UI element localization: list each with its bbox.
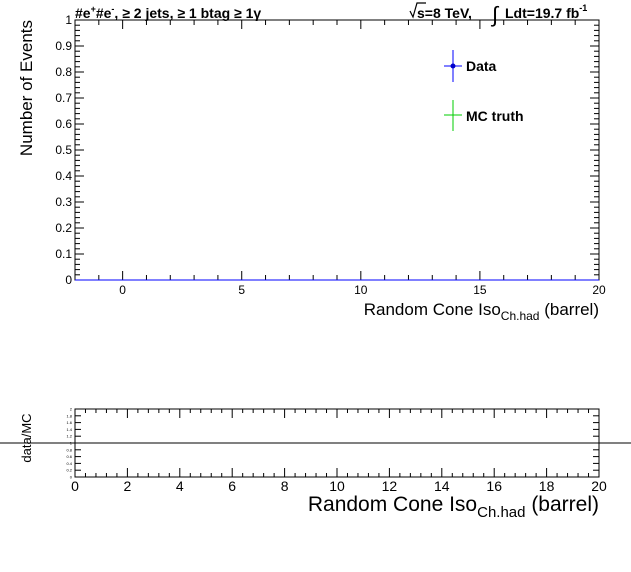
ratio-y-axis-label: data/MC: [19, 413, 34, 462]
ratio-x-tick-label: 16: [486, 478, 502, 494]
channel-label: #e+#e-, ≥ 2 jets, ≥ 1 btag ≥ 1γ: [75, 4, 261, 21]
main-y-tick-label: 0.8: [55, 65, 72, 79]
main-y-tick-label: 0.7: [55, 91, 72, 105]
legend-entry-data: Data: [444, 50, 497, 82]
ratio-x-tick-label: 14: [434, 478, 450, 494]
ratio-x-tick-label: 2: [124, 478, 132, 494]
ratio-y-tick-label: 0.6: [66, 454, 72, 459]
main-panel: 0 0.1 0.2 0.3 0.4 0.5 0.6 0.7 0.8 0.9 1 0 5 10 15 20 N…: [17, 13, 606, 323]
ratio-x-axis-label: Random Cone IsoCh.had (barrel): [308, 493, 599, 521]
ratio-x-tick-label: 4: [176, 478, 184, 494]
ratio-x-tick-label: 18: [539, 478, 555, 494]
ratio-x-axis: 0 2 4 6 8 10 12 14 16 18 20: [71, 409, 607, 494]
ratio-x-tick-label: 6: [228, 478, 236, 494]
ratio-y-tick-label: 2: [70, 407, 73, 412]
main-x-tick-label: 0: [119, 283, 126, 297]
main-y-tick-label: 0.2: [55, 221, 72, 235]
legend: Data MC truth: [444, 50, 524, 131]
main-y-tick-label: 0.9: [55, 39, 72, 53]
ratio-panel: 00.20.40.60.811.21.41.61.82 024681012141…: [0, 407, 631, 521]
ratio-y-tick-label: 0.2: [66, 468, 72, 473]
legend-entry-mc-truth: MC truth: [444, 100, 524, 131]
main-y-tick-label: 0.5: [55, 143, 72, 157]
ratio-y-tick-label: 0.4: [66, 461, 72, 466]
ratio-y-tick-label: 1.8: [66, 413, 72, 418]
main-y-tick-label: 1: [65, 13, 72, 27]
main-y-axis: 0 0.1 0.2 0.3 0.4 0.5 0.6 0.7 0.8 0.9 1: [55, 13, 599, 287]
ratio-y-tick-label: 1.2: [66, 434, 72, 439]
ratio-x-tick-label: 8: [281, 478, 289, 494]
ratio-y-tick-label: 0: [70, 475, 73, 480]
main-x-tick-label: 15: [473, 283, 487, 297]
legend-data-label: Data: [466, 58, 497, 74]
legend-data-marker: [450, 63, 456, 69]
main-x-tick-label: 10: [354, 283, 368, 297]
main-frame: [74, 19, 600, 281]
main-y-tick-label: 0.1: [55, 247, 72, 261]
ratio-x-tick-label: 20: [591, 478, 607, 494]
main-y-tick-label: 0.6: [55, 117, 72, 131]
main-y-tick-label: 0.4: [55, 169, 72, 183]
main-y-tick-label: 0.3: [55, 195, 72, 209]
main-x-tick-label: 5: [238, 283, 245, 297]
main-x-axis-label: Random Cone IsoCh.had (barrel): [364, 300, 599, 323]
ratio-x-tick-label: 10: [329, 478, 345, 494]
ratio-x-tick-label: 12: [382, 478, 398, 494]
legend-mc-label: MC truth: [466, 108, 524, 124]
sqrt-symbol: [409, 2, 426, 19]
main-x-axis: 0 5 10 15 20: [74, 20, 606, 297]
ratio-y-tick-label: 1.4: [66, 427, 72, 432]
ratio-x-tick-label: 0: [71, 478, 79, 494]
ratio-y-tick-label: 0.8: [66, 447, 72, 452]
svg-text:s=8 TeV,: s=8 TeV,: [417, 5, 472, 21]
lumi-label: ∫ Ldt=19.7 fb-1: [490, 2, 587, 27]
integral-symbol: ∫: [490, 2, 500, 27]
main-y-axis-label: Number of Events: [17, 20, 36, 156]
header: #e+#e-, ≥ 2 jets, ≥ 1 btag ≥ 1γ s=8 TeV,…: [75, 2, 587, 27]
svg-text:Ldt=19.7 fb-1: Ldt=19.7 fb-1: [505, 3, 587, 21]
ratio-y-tick-label: 1.6: [66, 420, 72, 425]
energy-label: s=8 TeV,: [409, 2, 472, 21]
main-y-tick-label: 0: [65, 273, 72, 287]
main-x-tick-label: 20: [592, 283, 606, 297]
